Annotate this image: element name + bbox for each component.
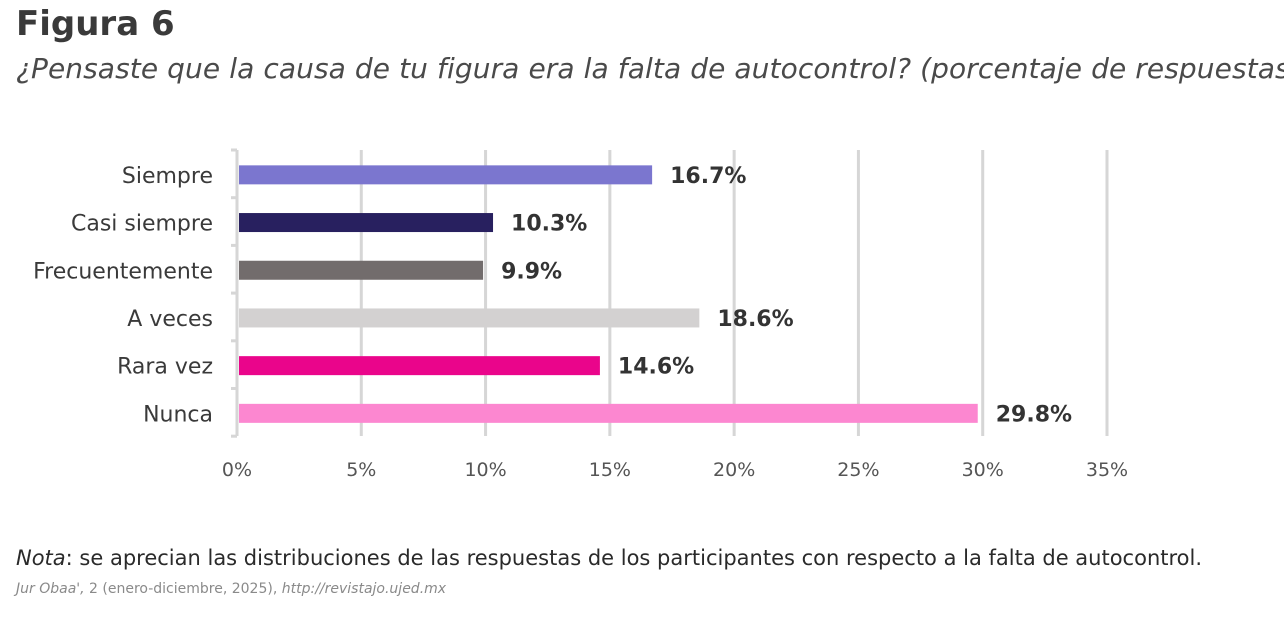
figure-title: ¿Pensaste que la causa de tu figura era … — [16, 52, 1284, 85]
category-label: Rara vez — [117, 355, 213, 380]
gridlines — [359, 150, 1109, 436]
data-label: 16.7% — [670, 164, 746, 189]
figure-source: Jur Obaa', 2 (enero-diciembre, 2025), ht… — [16, 581, 446, 597]
labels: 0% 5% 10% 15% 20% 25% 30% 35% Siempre 16.7% Casi s… — [33, 164, 1128, 481]
source-url: http://revistajo.ujed.mx — [281, 581, 447, 597]
bar — [239, 356, 600, 376]
x-tick-label: 35% — [1086, 459, 1128, 481]
bar — [239, 260, 484, 280]
category-label: Siempre — [122, 164, 213, 189]
category-label: Frecuentemente — [33, 259, 213, 284]
bar — [239, 308, 700, 328]
x-tick-label: 15% — [589, 459, 631, 481]
bar — [239, 165, 653, 185]
category-label: Casi siempre — [71, 212, 213, 237]
note-text: : se aprecian las distribuciones de las … — [65, 546, 1203, 570]
source-journal: Jur Obaa', — [16, 581, 85, 597]
category-label: A veces — [127, 307, 213, 332]
x-tick-label: 10% — [464, 459, 506, 481]
x-tick-label: 5% — [346, 459, 376, 481]
figure-note: Nota: se aprecian las distribuciones de … — [16, 546, 1202, 570]
x-tick-label: 25% — [837, 459, 879, 481]
category-label: Nunca — [143, 402, 213, 427]
bar — [239, 403, 978, 423]
x-tick-label: 30% — [962, 459, 1004, 481]
figure-label: Figura 6 — [16, 4, 175, 44]
note-prefix: Nota — [16, 546, 66, 570]
y-axis — [231, 148, 239, 438]
data-label: 10.3% — [511, 212, 587, 237]
bar-chart: 0% 5% 10% 15% 20% 25% 30% 35% Siempre 16.7% Casi s… — [33, 148, 1128, 481]
data-label: 29.8% — [996, 402, 1072, 427]
data-label: 9.9% — [501, 259, 562, 284]
data-label: 18.6% — [717, 307, 793, 332]
x-tick-label: 0% — [222, 459, 252, 481]
data-label: 14.6% — [618, 355, 694, 380]
bars — [239, 165, 978, 423]
bar — [239, 213, 494, 233]
source-details: 2 (enero-diciembre, 2025), — [84, 581, 282, 597]
x-tick-label: 20% — [713, 459, 755, 481]
